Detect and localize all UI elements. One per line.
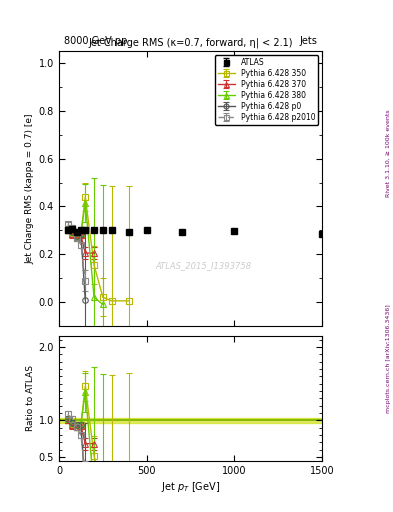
Bar: [59, 418, 322, 422]
Text: 8000 GeV pp: 8000 GeV pp: [64, 36, 128, 46]
Text: mcplots.cern.ch [arXiv:1306.3436]: mcplots.cern.ch [arXiv:1306.3436]: [386, 304, 391, 413]
Text: ATLAS_2015_I1393758: ATLAS_2015_I1393758: [156, 261, 252, 270]
Y-axis label: Ratio to ATLAS: Ratio to ATLAS: [26, 366, 35, 432]
Text: Jets: Jets: [299, 36, 317, 46]
X-axis label: Jet $p_T$ [GeV]: Jet $p_T$ [GeV]: [161, 480, 220, 494]
Text: Rivet 3.1.10, ≥ 100k events: Rivet 3.1.10, ≥ 100k events: [386, 110, 391, 198]
Y-axis label: Jet Charge RMS (kappa = 0.7) [e]: Jet Charge RMS (kappa = 0.7) [e]: [26, 113, 35, 264]
Title: Jet Charge RMS (κ=0.7, forward, η| < 2.1): Jet Charge RMS (κ=0.7, forward, η| < 2.1…: [88, 38, 293, 48]
Legend: ATLAS, Pythia 6.428 350, Pythia 6.428 370, Pythia 6.428 380, Pythia 6.428 p0, Py: ATLAS, Pythia 6.428 350, Pythia 6.428 37…: [215, 55, 318, 125]
